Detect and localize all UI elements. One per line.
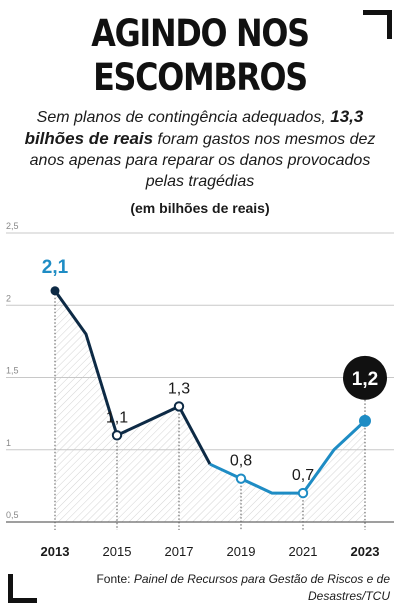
data-label: 1,2 xyxy=(352,369,378,390)
data-label: 0,7 xyxy=(292,467,314,484)
data-label: 1,1 xyxy=(106,409,128,426)
subtitle-rest: foram gastos nos mesmos dez anos apenas … xyxy=(29,131,376,190)
subtitle: Sem planos de contingência adequados, 13… xyxy=(20,106,380,192)
x-tick-label: 2021 xyxy=(289,544,318,559)
x-tick-label: 2013 xyxy=(41,544,70,559)
source-note: Fonte: Painel de Recursos para Gestão de… xyxy=(90,571,390,605)
y-tick-label: 1,5 xyxy=(6,366,19,376)
page-title: AGINDO NOS ESCOMBROS xyxy=(28,12,372,100)
title-line-1: AGINDO NOS xyxy=(91,12,310,55)
data-label: 0,8 xyxy=(230,453,252,470)
data-label: 2,1 xyxy=(42,257,69,278)
unit-label: (em bilhões de reais) xyxy=(130,200,270,216)
subtitle-highlight: 13,3 bilhões de reais xyxy=(24,107,364,148)
data-label: 1,3 xyxy=(168,380,190,397)
area-fill xyxy=(55,290,365,522)
y-tick-label: 0,5 xyxy=(6,510,19,520)
series-line-dark xyxy=(53,289,212,465)
data-point xyxy=(111,430,123,441)
x-tick-label: 2017 xyxy=(165,544,194,559)
end-value-bubble xyxy=(343,355,387,400)
data-point xyxy=(50,286,60,296)
data-point xyxy=(173,401,185,412)
title-line-2: ESCOMBROS xyxy=(93,56,308,99)
data-point xyxy=(359,414,371,427)
source-text: Painel de Recursos para Gestão de Riscos… xyxy=(133,572,390,603)
corner-mark-top-right xyxy=(363,10,392,39)
x-tick-label: 2019 xyxy=(227,544,256,559)
y-tick-label: 1 xyxy=(6,438,11,448)
x-tick-label: 2015 xyxy=(103,544,132,559)
data-point xyxy=(297,487,309,499)
line-chart: 0,5 1 1,5 2 2,5 2,1 1,1 1,3 0,8 0,7 1,2 2013 2015 2… xyxy=(6,221,394,559)
x-tick-label: 2023 xyxy=(351,544,380,559)
subtitle-intro: Sem planos de contingência adequados, xyxy=(36,109,326,126)
corner-mark-bottom-left xyxy=(8,574,37,603)
source-prefix: Fonte: xyxy=(96,572,131,586)
y-tick-label: 2 xyxy=(6,293,11,303)
y-tick-label: 2,5 xyxy=(6,221,19,231)
series-line-light xyxy=(209,419,367,495)
data-point xyxy=(235,473,247,484)
